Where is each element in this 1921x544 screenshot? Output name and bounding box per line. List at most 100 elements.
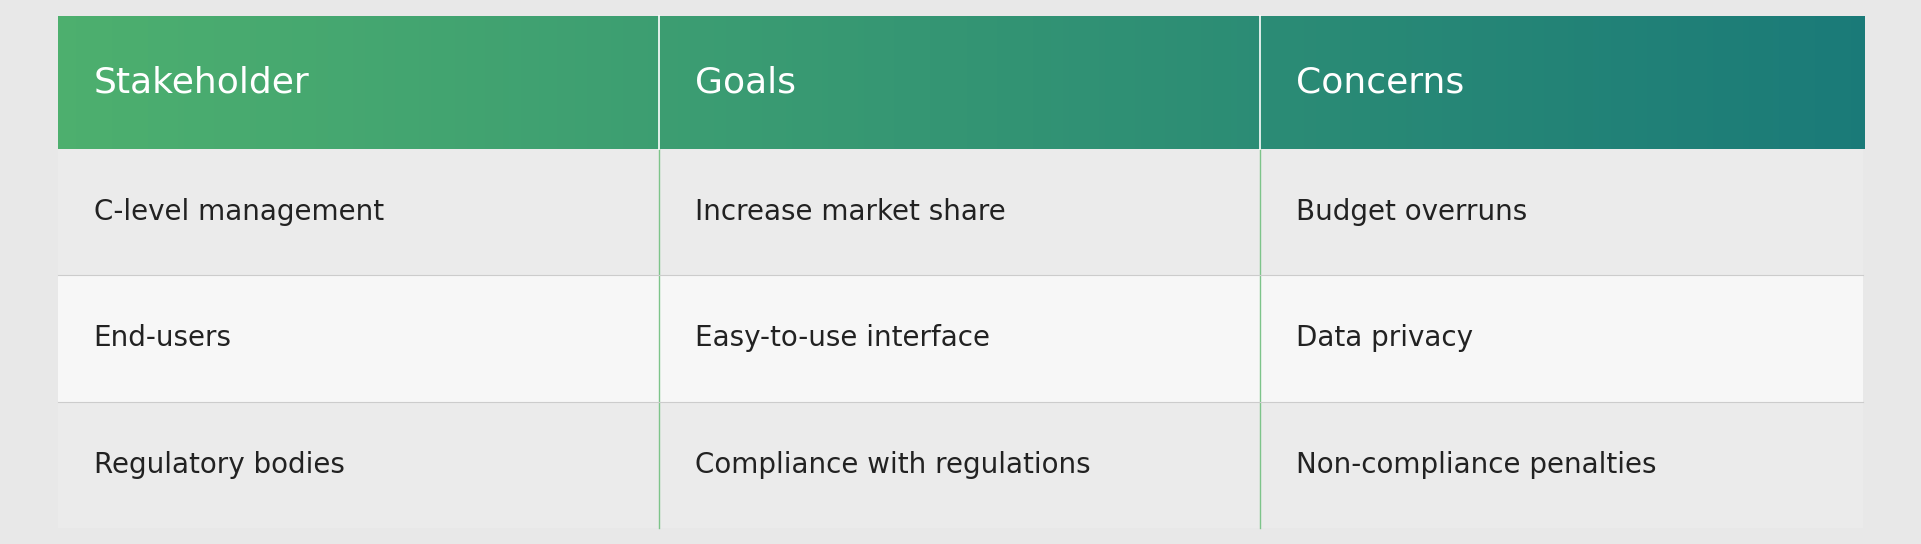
Bar [1448, 16, 1456, 149]
Bar [221, 16, 229, 149]
Bar [642, 16, 649, 149]
Bar [1629, 16, 1637, 149]
Bar [1846, 16, 1854, 149]
Bar [1387, 16, 1397, 149]
Bar [1291, 16, 1299, 149]
Bar [665, 16, 674, 149]
Bar [1821, 16, 1829, 149]
Bar [888, 16, 897, 149]
Bar [1641, 16, 1648, 149]
Bar [1610, 16, 1619, 149]
Bar [69, 16, 77, 149]
Bar [1099, 16, 1106, 149]
Bar [1062, 16, 1070, 149]
Bar [425, 16, 432, 149]
Bar [1593, 16, 1600, 149]
Bar [75, 16, 85, 149]
Text: Compliance with regulations: Compliance with regulations [695, 450, 1091, 479]
Bar [845, 16, 855, 149]
Bar [1093, 16, 1101, 149]
Text: Increase market share: Increase market share [695, 199, 1007, 226]
Bar [1130, 16, 1137, 149]
Bar [196, 16, 204, 149]
Bar [936, 16, 945, 149]
Bar [1798, 16, 1806, 149]
Bar [882, 16, 889, 149]
Bar [1189, 16, 1197, 149]
Bar [173, 16, 181, 149]
Bar [743, 16, 751, 149]
Bar [1333, 16, 1341, 149]
Bar [286, 16, 294, 149]
Bar [1183, 16, 1191, 149]
Bar [1274, 16, 1281, 149]
Bar [1304, 16, 1312, 149]
Bar [985, 16, 993, 149]
Bar [83, 16, 90, 149]
Bar [774, 16, 782, 149]
Bar [365, 16, 373, 149]
Bar [563, 16, 571, 149]
Bar [1725, 16, 1733, 149]
Bar [328, 16, 336, 149]
Bar [179, 16, 186, 149]
Bar [1539, 16, 1546, 149]
Bar [1105, 16, 1112, 149]
Text: Non-compliance penalties: Non-compliance penalties [1297, 450, 1658, 479]
Text: Goals: Goals [695, 66, 795, 100]
Bar [436, 16, 446, 149]
Bar [859, 16, 866, 149]
Bar [1646, 16, 1654, 149]
Bar [1256, 16, 1264, 149]
Bar [407, 16, 415, 149]
Bar [949, 16, 957, 149]
Bar [1226, 16, 1233, 149]
Bar [1598, 16, 1606, 149]
Bar [450, 16, 457, 149]
Bar [292, 16, 300, 149]
Bar [106, 16, 113, 149]
Bar [346, 16, 355, 149]
Bar [1057, 16, 1064, 149]
Bar [594, 16, 601, 149]
Bar [1082, 16, 1089, 149]
Bar [768, 16, 776, 149]
Bar [190, 16, 198, 149]
Bar [1358, 16, 1366, 149]
Bar [617, 16, 626, 149]
Text: Easy-to-use interface: Easy-to-use interface [695, 324, 989, 353]
Bar [58, 149, 1863, 275]
Bar [1810, 16, 1817, 149]
Bar [509, 16, 517, 149]
Bar [58, 401, 1863, 528]
Bar [1833, 16, 1840, 149]
Bar [647, 16, 655, 149]
Bar [780, 16, 788, 149]
Bar [943, 16, 951, 149]
Bar [720, 16, 728, 149]
Bar [304, 16, 313, 149]
Bar [1166, 16, 1174, 149]
Bar [811, 16, 818, 149]
Bar [1381, 16, 1389, 149]
Bar [111, 16, 119, 149]
Bar [334, 16, 342, 149]
Bar [853, 16, 861, 149]
Bar [1785, 16, 1792, 149]
Bar [1237, 16, 1245, 149]
Bar [213, 16, 223, 149]
Bar [1172, 16, 1179, 149]
Bar [202, 16, 209, 149]
Bar [1485, 16, 1493, 149]
Bar [1231, 16, 1239, 149]
Bar [1003, 16, 1010, 149]
Bar [1773, 16, 1781, 149]
Bar [805, 16, 813, 149]
Bar [1827, 16, 1835, 149]
Bar [1533, 16, 1541, 149]
Bar [227, 16, 234, 149]
Bar [1026, 16, 1035, 149]
Bar [1087, 16, 1095, 149]
Bar [1014, 16, 1022, 149]
Bar [142, 16, 150, 149]
